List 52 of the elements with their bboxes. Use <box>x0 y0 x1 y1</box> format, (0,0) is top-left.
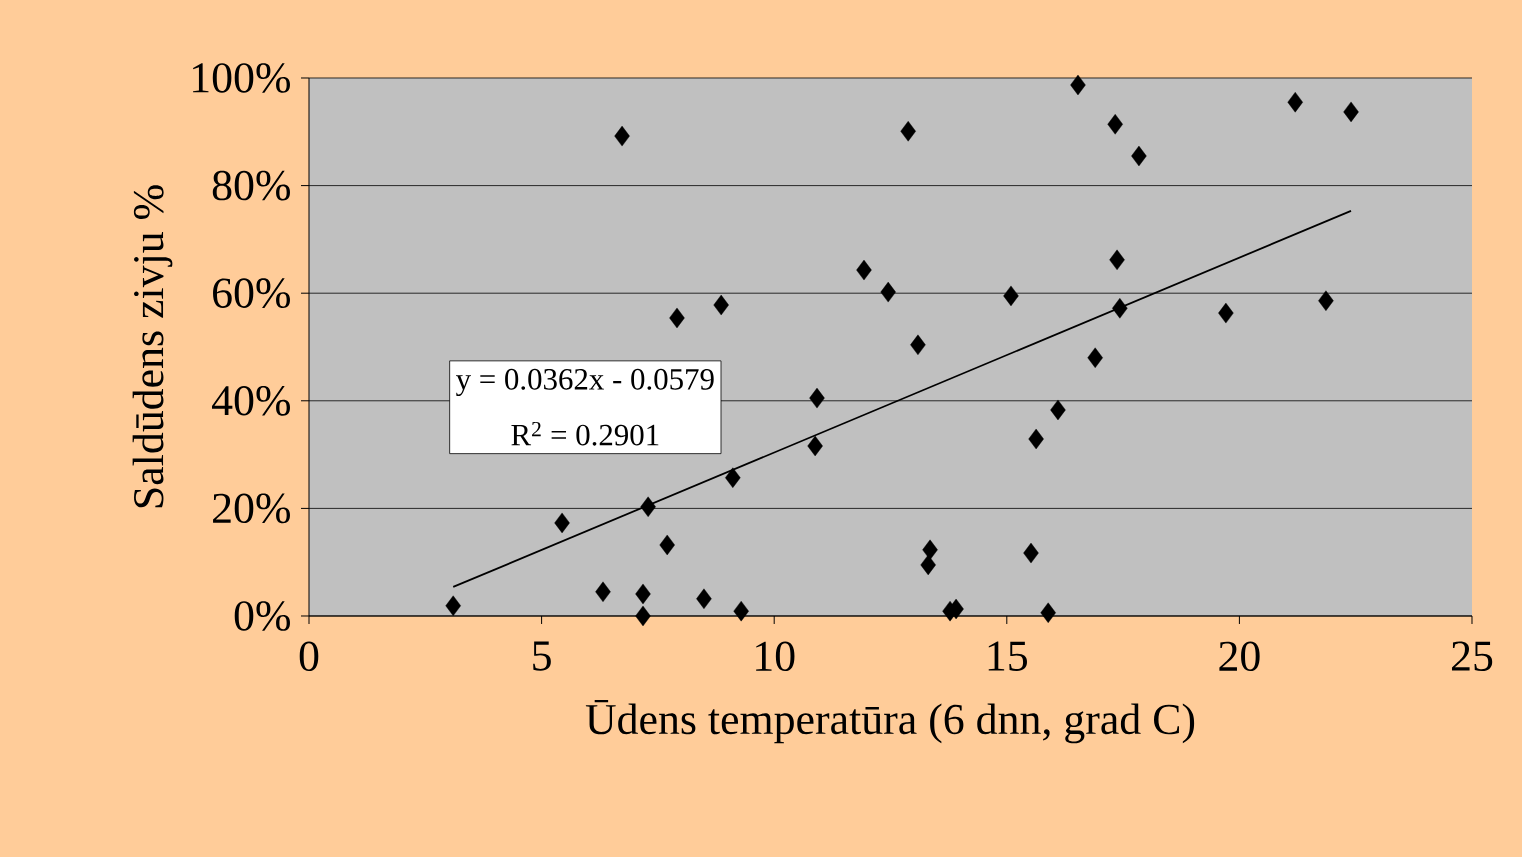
x-tick-label: 10 <box>756 641 795 672</box>
point <box>1050 399 1066 421</box>
x-tick-label: 15 <box>988 641 1027 671</box>
point <box>1112 298 1128 319</box>
annotation: y = 0.0362x - 0.0579 <box>456 368 714 397</box>
point <box>1087 347 1103 368</box>
point <box>1107 114 1123 135</box>
point <box>922 539 938 561</box>
y-tick-label: 0% <box>234 601 290 631</box>
point <box>635 605 651 627</box>
point <box>635 583 651 605</box>
point <box>1023 542 1039 564</box>
point <box>733 600 749 622</box>
point <box>900 121 916 142</box>
point <box>614 125 630 147</box>
point <box>713 294 729 316</box>
point <box>1218 302 1234 324</box>
point <box>669 307 685 329</box>
point <box>1318 290 1334 311</box>
y-tick-label: 20% <box>213 493 290 524</box>
x-tick-label: 5 <box>533 641 551 671</box>
y-tick-label: 80% <box>212 170 290 201</box>
point <box>807 435 823 457</box>
y-tick-label: 100% <box>193 63 290 93</box>
point <box>809 387 825 409</box>
point <box>1003 285 1019 307</box>
point <box>640 496 656 517</box>
point <box>445 595 461 616</box>
point <box>856 259 872 281</box>
point <box>910 334 926 356</box>
x-tick-label: 20 <box>1219 641 1260 672</box>
point <box>880 281 896 303</box>
x-tick-label: 25 <box>1451 641 1493 671</box>
x-axis-title: Ūdens temperatūra (6 dnn, grad C) <box>585 699 1195 744</box>
point <box>659 534 675 556</box>
point <box>1028 428 1044 450</box>
point <box>920 554 936 576</box>
point <box>1287 92 1303 113</box>
point <box>554 512 570 534</box>
annotation: R$^{2}$ = 0.2901 <box>511 421 659 446</box>
point <box>595 581 611 602</box>
point <box>1070 74 1086 96</box>
point <box>1109 249 1125 271</box>
y-tick-label: 60% <box>213 278 290 309</box>
y-axis-title: Saldūdens zivju % <box>132 185 173 508</box>
point <box>1040 602 1056 623</box>
y-tick-label: 40% <box>211 385 290 416</box>
point <box>1131 145 1147 167</box>
x-tick-label: 0 <box>299 641 319 672</box>
point <box>1343 101 1359 123</box>
point <box>696 588 712 609</box>
point <box>725 467 741 488</box>
